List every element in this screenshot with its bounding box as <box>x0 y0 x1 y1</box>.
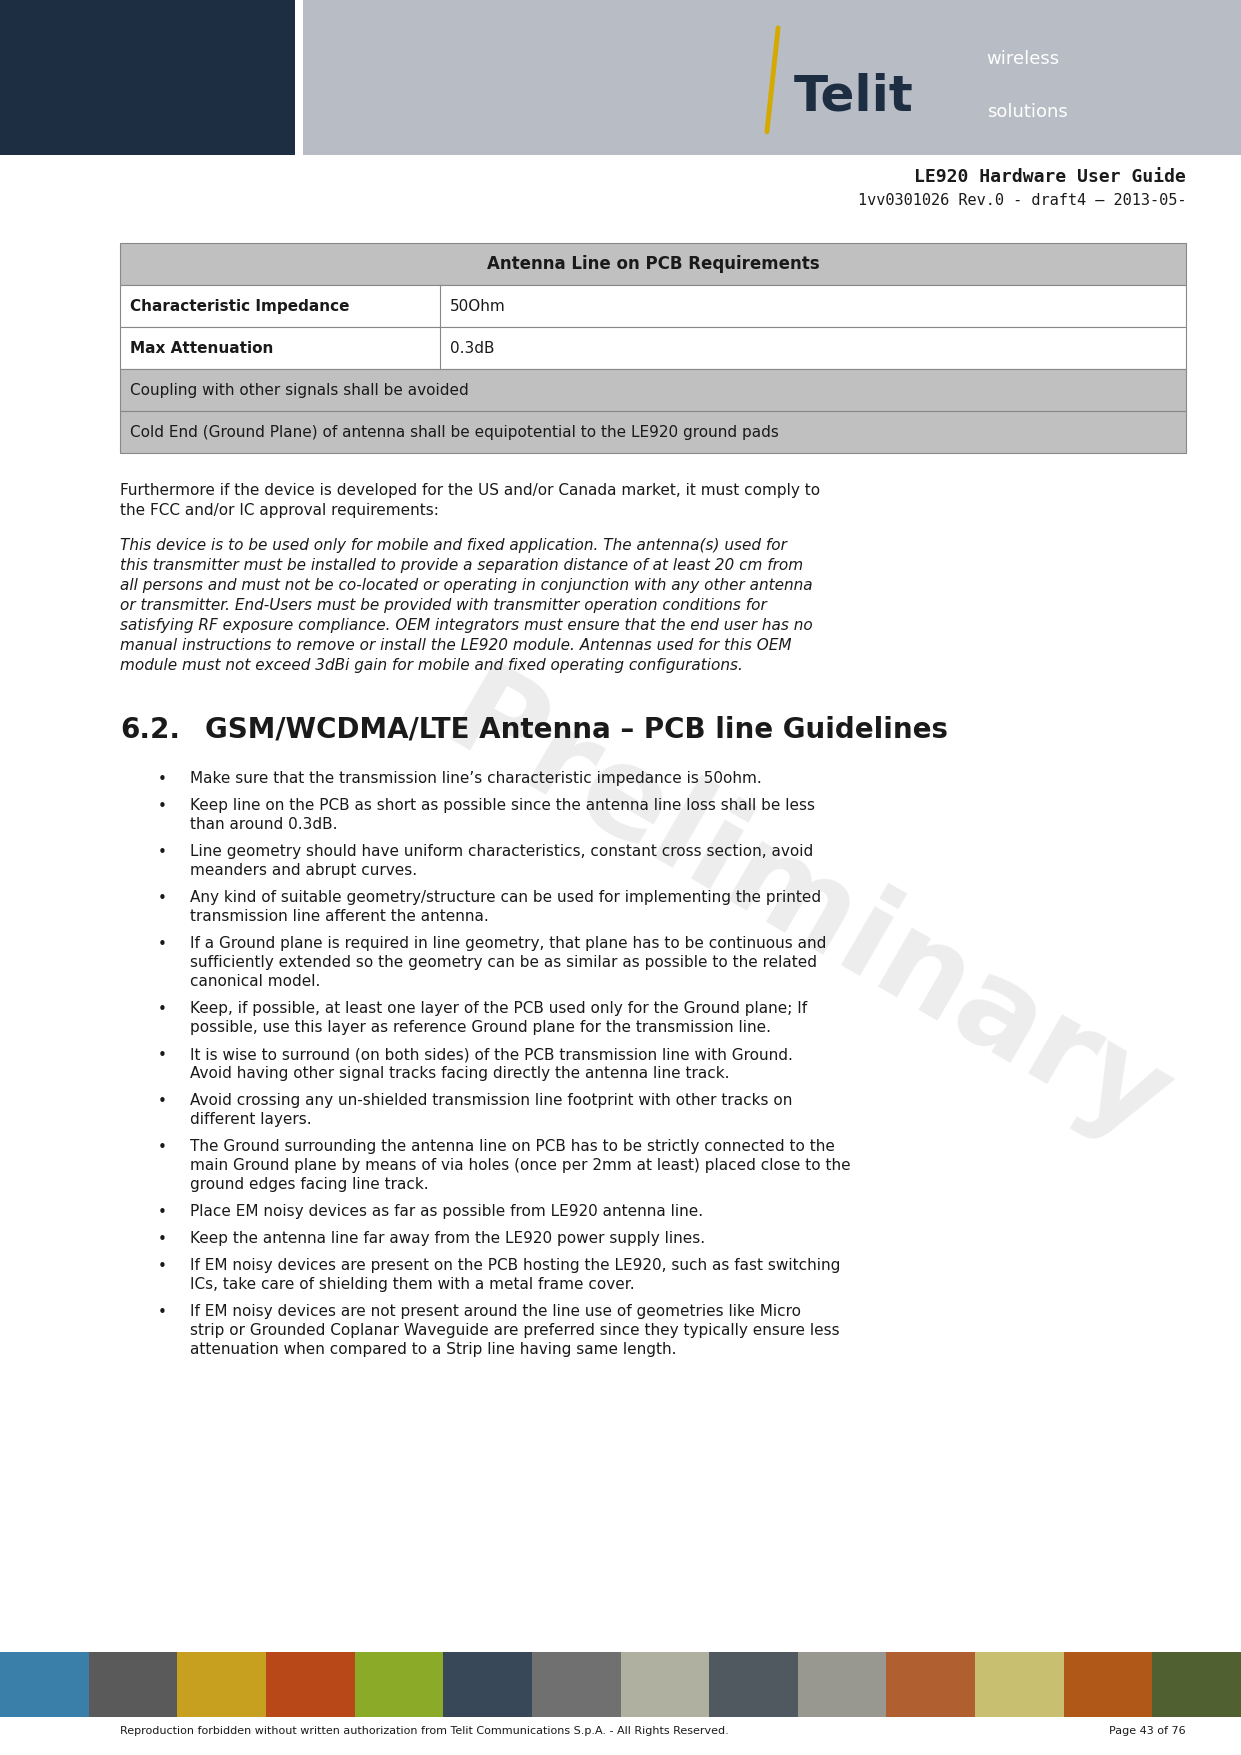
Text: Characteristic Impedance: Characteristic Impedance <box>130 298 350 314</box>
Bar <box>975 1651 1065 1716</box>
Text: Antenna Line on PCB Requirements: Antenna Line on PCB Requirements <box>486 254 819 274</box>
Text: 6.2.: 6.2. <box>120 716 180 744</box>
Text: Place EM noisy devices as far as possible from LE920 antenna line.: Place EM noisy devices as far as possibl… <box>190 1204 704 1220</box>
Text: main Ground plane by means of via holes (once per 2mm at least) placed close to : main Ground plane by means of via holes … <box>190 1158 850 1172</box>
Text: wireless: wireless <box>987 49 1060 68</box>
Text: Max Attenuation: Max Attenuation <box>130 340 273 356</box>
Text: •: • <box>158 772 166 786</box>
Text: Preliminary: Preliminary <box>424 656 1189 1169</box>
Text: or transmitter. End-Users must be provided with transmitter operation conditions: or transmitter. End-Users must be provid… <box>120 598 767 612</box>
Text: •: • <box>158 1232 166 1248</box>
Text: •: • <box>158 1258 166 1274</box>
Text: this transmitter must be installed to provide a separation distance of at least : this transmitter must be installed to pr… <box>120 558 803 572</box>
Text: If EM noisy devices are present on the PCB hosting the LE920, such as fast switc: If EM noisy devices are present on the P… <box>190 1258 840 1272</box>
Text: GSM/WCDMA/LTE Antenna – PCB line Guidelines: GSM/WCDMA/LTE Antenna – PCB line Guideli… <box>205 716 948 744</box>
Text: canonical model.: canonical model. <box>190 974 320 990</box>
Text: Keep the antenna line far away from the LE920 power supply lines.: Keep the antenna line far away from the … <box>190 1230 705 1246</box>
Bar <box>443 1651 532 1716</box>
Bar <box>177 1651 267 1716</box>
Text: ICs, take care of shielding them with a metal frame cover.: ICs, take care of shielding them with a … <box>190 1278 634 1292</box>
Text: •: • <box>158 1206 166 1220</box>
Bar <box>355 1651 444 1716</box>
Text: •: • <box>158 937 166 951</box>
Bar <box>620 1651 710 1716</box>
Text: Make sure that the transmission line’s characteristic impedance is 50ohm.: Make sure that the transmission line’s c… <box>190 770 762 786</box>
Bar <box>532 1651 622 1716</box>
Bar <box>1153 1651 1241 1716</box>
Text: manual instructions to remove or install the LE920 module. Antennas used for thi: manual instructions to remove or install… <box>120 639 792 653</box>
Text: Any kind of suitable geometry/structure can be used for implementing the printed: Any kind of suitable geometry/structure … <box>190 890 822 906</box>
Text: •: • <box>158 1141 166 1155</box>
Text: Furthermore if the device is developed for the US and/or Canada market, it must : Furthermore if the device is developed f… <box>120 483 820 498</box>
Text: different layers.: different layers. <box>190 1113 311 1127</box>
Text: •: • <box>158 1002 166 1016</box>
Text: Telit: Telit <box>794 72 913 119</box>
Bar <box>88 1651 179 1716</box>
Text: transmission line afferent the antenna.: transmission line afferent the antenna. <box>190 909 489 923</box>
Text: LE920 Hardware User Guide: LE920 Hardware User Guide <box>915 168 1186 186</box>
Text: satisfying RF exposure compliance. OEM integrators must ensure that the end user: satisfying RF exposure compliance. OEM i… <box>120 618 813 634</box>
Text: If EM noisy devices are not present around the line use of geometries like Micro: If EM noisy devices are not present arou… <box>190 1304 800 1320</box>
Text: This device is to be used only for mobile and fixed application. The antenna(s) : This device is to be used only for mobil… <box>120 539 787 553</box>
Text: 0.3dB: 0.3dB <box>449 340 494 356</box>
Text: module must not exceed 3dBi gain for mobile and fixed operating configurations.: module must not exceed 3dBi gain for mob… <box>120 658 743 672</box>
Text: solutions: solutions <box>987 102 1067 121</box>
Text: possible, use this layer as reference Ground plane for the transmission line.: possible, use this layer as reference Gr… <box>190 1020 771 1035</box>
Text: •: • <box>158 1093 166 1109</box>
Text: •: • <box>158 799 166 814</box>
Bar <box>120 242 1186 284</box>
Text: attenuation when compared to a Strip line having same length.: attenuation when compared to a Strip lin… <box>190 1343 676 1357</box>
Text: ground edges facing line track.: ground edges facing line track. <box>190 1178 428 1192</box>
Bar <box>303 0 1241 154</box>
Bar <box>0 0 295 154</box>
Text: sufficiently extended so the geometry can be as similar as possible to the relat: sufficiently extended so the geometry ca… <box>190 955 817 971</box>
Bar <box>120 284 1186 326</box>
Bar <box>120 411 1186 453</box>
Bar <box>120 326 1186 369</box>
Bar <box>266 1651 356 1716</box>
Bar <box>0 1651 89 1716</box>
Bar <box>120 369 1186 411</box>
Bar <box>709 1651 799 1716</box>
Text: Page 43 of 76: Page 43 of 76 <box>1109 1725 1186 1736</box>
Text: Line geometry should have uniform characteristics, constant cross section, avoid: Line geometry should have uniform charac… <box>190 844 813 858</box>
Text: Reproduction forbidden without written authorization from Telit Communications S: Reproduction forbidden without written a… <box>120 1725 728 1736</box>
Text: than around 0.3dB.: than around 0.3dB. <box>190 818 338 832</box>
Text: 1vv0301026 Rev.0 - draft4 – 2013-05-: 1vv0301026 Rev.0 - draft4 – 2013-05- <box>858 193 1186 209</box>
Text: It is wise to surround (on both sides) of the PCB transmission line with Ground.: It is wise to surround (on both sides) o… <box>190 1048 793 1062</box>
Text: all persons and must not be co-located or operating in conjunction with any othe: all persons and must not be co-located o… <box>120 577 813 593</box>
Text: Keep, if possible, at least one layer of the PCB used only for the Ground plane;: Keep, if possible, at least one layer of… <box>190 1000 807 1016</box>
Text: meanders and abrupt curves.: meanders and abrupt curves. <box>190 863 417 878</box>
Text: Avoid crossing any un-shielded transmission line footprint with other tracks on: Avoid crossing any un-shielded transmiss… <box>190 1093 792 1107</box>
Text: Coupling with other signals shall be avoided: Coupling with other signals shall be avo… <box>130 383 469 397</box>
Text: strip or Grounded Coplanar Waveguide are preferred since they typically ensure l: strip or Grounded Coplanar Waveguide are… <box>190 1323 840 1337</box>
Text: •: • <box>158 1306 166 1320</box>
Bar <box>798 1651 887 1716</box>
Text: •: • <box>158 892 166 906</box>
Bar <box>886 1651 977 1716</box>
Bar <box>1064 1651 1153 1716</box>
Text: If a Ground plane is required in line geometry, that plane has to be continuous : If a Ground plane is required in line ge… <box>190 935 827 951</box>
Text: Keep line on the PCB as short as possible since the antenna line loss shall be l: Keep line on the PCB as short as possibl… <box>190 799 815 813</box>
Text: Cold End (Ground Plane) of antenna shall be equipotential to the LE920 ground pa: Cold End (Ground Plane) of antenna shall… <box>130 425 779 439</box>
Text: The Ground surrounding the antenna line on PCB has to be strictly connected to t: The Ground surrounding the antenna line … <box>190 1139 835 1155</box>
Text: •: • <box>158 844 166 860</box>
Text: the FCC and/or IC approval requirements:: the FCC and/or IC approval requirements: <box>120 504 439 518</box>
Text: •: • <box>158 1048 166 1064</box>
Text: Avoid having other signal tracks facing directly the antenna line track.: Avoid having other signal tracks facing … <box>190 1065 730 1081</box>
Text: 50Ohm: 50Ohm <box>449 298 505 314</box>
